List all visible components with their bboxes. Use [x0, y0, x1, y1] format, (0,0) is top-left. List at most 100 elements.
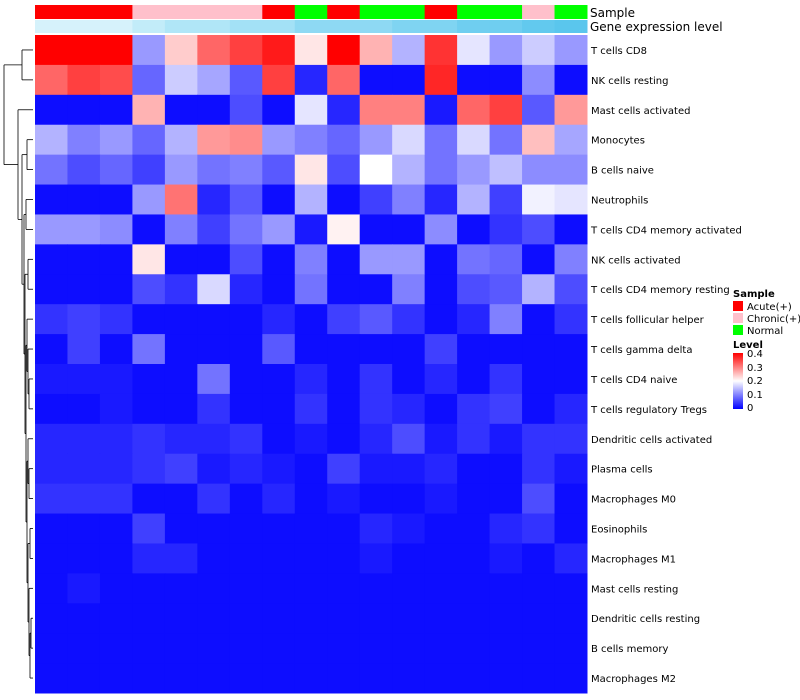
heatmap-cell [554, 513, 588, 544]
heatmap-cell [457, 304, 491, 335]
heatmap-cell [457, 214, 491, 245]
heatmap-cell [489, 364, 523, 395]
heatmap-cell [229, 244, 263, 275]
heatmap-cell [35, 364, 68, 395]
heatmap-cell [294, 393, 328, 425]
heatmap-cell [424, 214, 458, 245]
heatmap-cell [67, 663, 101, 694]
heatmap-cell [554, 603, 588, 634]
heatmap-cell [99, 393, 133, 425]
heatmap-cell [359, 543, 393, 574]
heatmap-cell [327, 214, 361, 245]
heatmap-cell [197, 304, 231, 335]
heatmap-cell [522, 35, 556, 66]
heatmap-cell [392, 393, 426, 425]
gene-expression-annotation-cell [457, 20, 491, 33]
gene-expression-annotation-cell [359, 20, 393, 33]
heatmap-cell [489, 573, 523, 604]
heatmap-cell [522, 184, 556, 215]
heatmap-cell [327, 573, 361, 604]
heatmap-cell [392, 304, 426, 335]
heatmap-cell [392, 244, 426, 275]
heatmap-cell [262, 304, 296, 335]
sample-annotation-cell [99, 5, 133, 19]
heatmap-cell [554, 274, 588, 305]
heatmap-cell [457, 633, 491, 664]
heatmap-cell [132, 423, 166, 455]
heatmap-cell [229, 453, 263, 485]
gene-expression-annotation-cell [489, 20, 523, 33]
gene-expression-annotation-cell [35, 20, 68, 33]
row-labels: T cells CD8 NK cells resting Mast cells ac… [590, 46, 742, 685]
heatmap-cell [262, 64, 296, 96]
heatmap-cell [457, 364, 491, 395]
heatmap-cell [424, 633, 458, 664]
heatmap-cell [424, 304, 458, 335]
heatmap-cell [392, 573, 426, 604]
heatmap-cell [522, 124, 556, 156]
heatmap-cell [229, 483, 263, 515]
heatmap-cell [99, 154, 133, 186]
heatmap-cell [392, 483, 426, 515]
heatmap-cell [164, 214, 198, 245]
heatmap-cell [262, 334, 296, 365]
heatmap-cell [489, 64, 523, 96]
legend-level-colorbar [733, 353, 743, 409]
heatmap-cell [327, 453, 361, 485]
row-label: Dendritic cells activated [591, 435, 712, 446]
heatmap-cell [35, 453, 68, 485]
heatmap-cell [554, 124, 588, 156]
heatmap-cell [132, 124, 166, 156]
row-label: T cells CD4 naive [590, 375, 677, 386]
heatmap-cell [164, 483, 198, 515]
heatmap-cell [262, 573, 296, 604]
gene-expression-annotation-cell [424, 20, 458, 33]
heatmap-cell [457, 334, 491, 365]
heatmap-cell [554, 94, 588, 126]
heatmap-cell [164, 543, 198, 574]
heatmap-cell [359, 214, 393, 245]
legend-level-tick-0.4: 0.4 [747, 349, 763, 360]
heatmap-cell [164, 124, 198, 156]
heatmap-cell [489, 633, 523, 664]
heatmap-cell [35, 513, 68, 544]
heatmap-cell [35, 214, 68, 245]
gene-expression-annotation-cell [67, 20, 101, 33]
heatmap-cell [392, 603, 426, 634]
row-label: T cells CD4 memory activated [590, 225, 742, 236]
heatmap-cell [424, 663, 458, 694]
heatmap-cell [99, 214, 133, 245]
sample-annotation-cell [327, 5, 361, 19]
heatmap-cell [197, 393, 231, 425]
heatmap-cell [359, 35, 393, 66]
heatmap-cell [262, 543, 296, 574]
heatmap-cell [67, 304, 101, 335]
heatmap-cell [457, 64, 491, 96]
heatmap-cell [132, 393, 166, 425]
heatmap-cell [164, 513, 198, 544]
row-label: Monocytes [591, 136, 645, 147]
gene-expression-annotation-track [35, 20, 588, 33]
heatmap-cell [392, 543, 426, 574]
heatmap-cell [522, 364, 556, 395]
heatmap-cell [35, 334, 68, 365]
heatmap-cell [164, 633, 198, 664]
heatmap-cell [294, 603, 328, 634]
sample-annotation-cell [392, 5, 426, 19]
row-label: B cells memory [591, 644, 668, 655]
heatmap-cell [35, 603, 68, 634]
heatmap-cell [229, 543, 263, 574]
sample-annotation-cell [35, 5, 68, 19]
heatmap-cell [489, 453, 523, 485]
heatmap-cell [424, 334, 458, 365]
heatmap-cell [99, 35, 133, 66]
heatmap-cell [164, 393, 198, 425]
heatmap-cell [457, 513, 491, 544]
heatmap-cell [489, 124, 523, 156]
heatmap-cell [457, 124, 491, 156]
heatmap-cell [392, 663, 426, 694]
sample-annotation-cell [132, 5, 166, 19]
heatmap-cell [359, 304, 393, 335]
heatmap-cell [522, 423, 556, 455]
heatmap-cell [457, 423, 491, 455]
